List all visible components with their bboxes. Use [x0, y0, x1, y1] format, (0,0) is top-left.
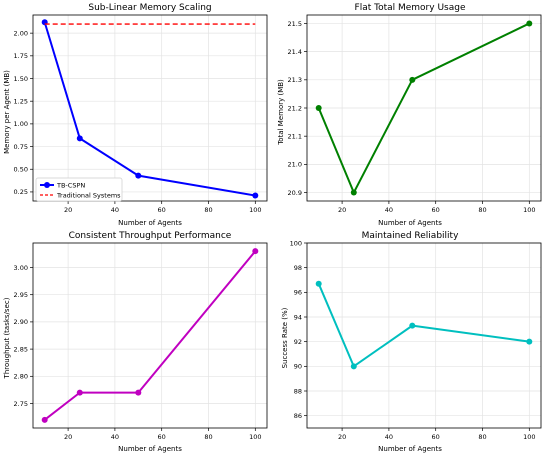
legend: TB-CSPN Traditional Systems	[35, 177, 123, 202]
x-tick-label: 40	[385, 433, 393, 441]
series-line-0	[43, 21, 256, 197]
x-tick-label: 20	[64, 206, 72, 214]
y-tick-label: 2.00	[14, 29, 28, 37]
y-tick-label: 90	[294, 363, 302, 371]
y-tick-label: 96	[294, 289, 302, 297]
y-tick-label: 20.9	[288, 189, 302, 197]
data-point	[409, 322, 416, 329]
x-tick-label: 40	[111, 206, 119, 214]
y-axis-label: Throughput (tasks/sec)	[3, 297, 11, 379]
chart-title: Sub-Linear Memory Scaling	[88, 3, 211, 13]
x-tick-label: 20	[64, 433, 72, 441]
x-tick-label: 40	[385, 206, 393, 214]
x-axis-label: Number of Agents	[378, 219, 442, 227]
y-tick-label: 21.1	[288, 132, 302, 140]
y-tick-label: 21.4	[288, 48, 302, 56]
data-point	[526, 20, 533, 27]
y-tick-label: 0.75	[14, 143, 28, 151]
y-tick-label: 21.0	[288, 161, 302, 169]
chart-title: Maintained Reliability	[362, 231, 459, 241]
y-tick-label: 2.85	[14, 345, 28, 353]
y-tick-label: 1.25	[14, 97, 28, 105]
data-point	[315, 105, 322, 111]
plot-area: 20 40 60 80 100 0.25 0.50 0.75 1.00 1.25 1.50 1.75 2…	[14, 14, 268, 214]
plot-area: 20 40 60 80 100 86 88 90 92 94 96 98 100	[290, 239, 542, 441]
x-tick-label: 20	[338, 433, 346, 441]
x-axis-label: Number of Agents	[118, 445, 182, 453]
series-line-0	[317, 22, 530, 194]
x-tick-label: 100	[523, 206, 535, 214]
x-axis-label: Number of Agents	[378, 445, 442, 453]
data-point	[41, 416, 48, 423]
subplot-success-rate: 20 40 60 80 100 86 88 90 92 94 96 98 100 Maintained …	[281, 231, 542, 453]
x-axis-label: Number of Agents	[118, 219, 182, 227]
data-point	[76, 389, 83, 396]
chart-title: Consistent Throughput Performance	[69, 231, 232, 241]
y-tick-label: 98	[294, 264, 302, 272]
series-line-0	[317, 283, 530, 368]
y-axis-label: Total Memory (MB)	[277, 79, 285, 146]
series-line-0	[44, 250, 257, 421]
data-point	[135, 172, 142, 179]
x-tick-label: 80	[204, 433, 212, 441]
y-tick-label: 2.80	[14, 373, 28, 381]
y-tick-label: 3.00	[14, 264, 28, 272]
data-point	[526, 338, 533, 345]
x-tick-label: 60	[432, 433, 440, 441]
data-point	[76, 135, 83, 142]
y-tick-label: 2.95	[14, 291, 28, 299]
y-tick-label: 0.25	[14, 188, 28, 196]
axes-frame	[32, 14, 268, 202]
subplot-total-memory: 20 40 60 80 10020.921.021.121.221.321.421.5 …	[277, 3, 542, 227]
y-tick-label: 21.3	[288, 76, 302, 84]
chart-title: Flat Total Memory Usage	[355, 3, 466, 13]
data-point	[350, 363, 357, 370]
y-tick-label: 88	[294, 387, 302, 395]
x-tick-label: 80	[478, 433, 486, 441]
axes-frame	[306, 14, 542, 202]
x-tick-label: 80	[204, 206, 212, 214]
legend-marker-tb-cspn	[44, 182, 50, 188]
y-tick-label: 94	[294, 313, 302, 321]
legend-box	[35, 177, 123, 202]
y-tick-label: 0.50	[14, 166, 28, 174]
x-tick-label: 20	[338, 206, 346, 214]
data-point	[252, 248, 259, 255]
data-point	[315, 280, 322, 287]
y-tick-label: 92	[294, 338, 302, 346]
data-point	[350, 189, 357, 196]
axes-frame	[32, 242, 268, 429]
y-tick-label: 100	[290, 239, 302, 247]
legend-label-tb-cspn: TB-CSPN	[56, 182, 85, 190]
x-tick-label: 60	[158, 433, 166, 441]
y-tick-label: 21.2	[288, 104, 302, 112]
data-point	[409, 76, 416, 83]
plot-area: 20 40 60 80 100 20.9 21.0 21.1 21.2 21.3 21.4 21.5	[288, 14, 542, 214]
x-tick-label: 100	[249, 206, 261, 214]
x-tick-label: 60	[432, 206, 440, 214]
y-tick-label: 1.75	[14, 52, 28, 60]
x-tick-label: 100	[249, 433, 261, 441]
y-tick-label: 21.5	[288, 20, 302, 28]
x-tick-label: 40	[111, 433, 119, 441]
y-axis-label: Memory per Agent (MB)	[3, 70, 11, 154]
y-axis-label: Success Rate (%)	[281, 307, 289, 368]
y-tick-label: 86	[294, 412, 302, 420]
x-tick-label: 80	[478, 206, 486, 214]
y-tick-label: 2.75	[14, 400, 28, 408]
y-tick-label: 1.50	[14, 75, 28, 83]
subplot-throughput: 20 40 60 80 100 2.75 2.80 2.85 2.90 2.95 3.00 Cons…	[3, 231, 268, 453]
data-point	[252, 192, 259, 199]
x-tick-label: 60	[158, 206, 166, 214]
axes-frame	[306, 242, 542, 429]
plot-area: 20 40 60 80 100 2.75 2.80 2.85 2.90 2.95 3.00	[14, 242, 268, 441]
y-tick-label: 2.90	[14, 318, 28, 326]
legend-label-traditional: Traditional Systems	[56, 192, 121, 200]
subplot-memory-per-agent: 20 40 60 80 100 0.25 0.50 0.75 1.00 1.25 1.50 1.75 2…	[3, 3, 268, 227]
data-point	[135, 389, 142, 396]
y-tick-label: 1.00	[14, 120, 28, 128]
x-tick-label: 100	[523, 433, 535, 441]
